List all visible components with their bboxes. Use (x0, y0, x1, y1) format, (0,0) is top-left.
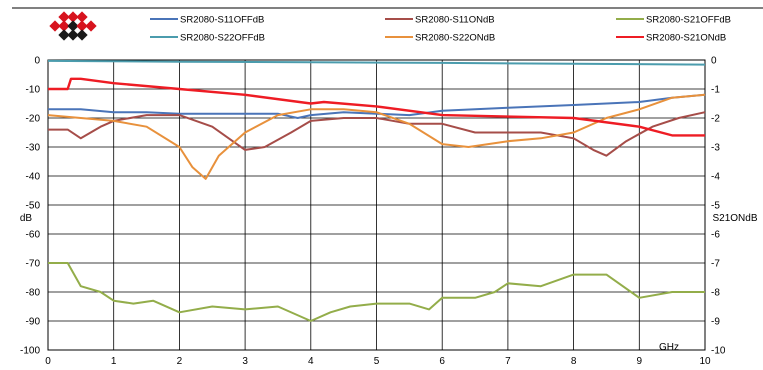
y-left-tick-label: -30 (26, 143, 41, 154)
legend-label: SR2080-S11ONdB (415, 15, 495, 26)
legend-label: SR2080-S21OFFdB (646, 15, 731, 26)
plot-frame (47, 59, 706, 351)
x-tick-labels: 0 1 2 3 4 5 6 7 8 9 10 (45, 356, 711, 367)
series-line-sr2080-s11offdb (48, 93, 706, 119)
legend-item-sr2080-s22ondb: SR2080-S22ONdB (385, 33, 495, 44)
x-unit-label: GHz (659, 342, 679, 353)
plot-border (47, 59, 706, 351)
y-right-tick-label: 0 (711, 56, 717, 67)
y-right-tick-label: -2 (711, 114, 720, 125)
y-left-tick-label: -40 (26, 172, 41, 183)
right-axis-label: S21ONdB (712, 213, 757, 224)
y-left-tick-label: -20 (26, 114, 41, 125)
y-right-tick-label: -7 (711, 259, 720, 270)
x-tick-label: 2 (177, 356, 183, 367)
y-right-tick-label: -6 (711, 230, 720, 241)
y-right-tick-label: -5 (711, 201, 720, 212)
y-right-tick-label: -10 (711, 346, 726, 357)
legend: SR2080-S11OFFdB SR2080-S11ONdB SR2080-S21O… (150, 15, 731, 44)
left-axis-label: dB (20, 213, 33, 224)
y-right-tick-label: -1 (711, 85, 720, 96)
x-tick-label: 7 (505, 356, 511, 367)
legend-label: SR2080-S22OFFdB (180, 33, 265, 44)
legend-item-sr2080-s21ondb: SR2080-S21ONdB (616, 33, 726, 44)
y-left-tick-labels: 0 -10 -20 -30 -40 -50 -60 -70 -80 -90 -100 (20, 56, 40, 357)
legend-item-sr2080-s21offdb: SR2080-S21OFFdB (616, 15, 731, 26)
legend-label: SR2080-S21ONdB (646, 33, 726, 44)
y-left-tick-label: -10 (26, 85, 41, 96)
x-tick-label: 8 (571, 356, 577, 367)
y-left-tick-label: -50 (26, 201, 41, 212)
x-tick-label: 6 (439, 356, 445, 367)
legend-item-sr2080-s11offdb: SR2080-S11OFFdB (150, 15, 264, 26)
y-left-tick-label: -60 (26, 230, 41, 241)
x-tick-label: 1 (111, 356, 117, 367)
series-line-sr2080-s11ondb (48, 111, 706, 157)
legend-item-sr2080-s11ondb: SR2080-S11ONdB (385, 15, 495, 26)
y-right-tick-label: -8 (711, 288, 720, 299)
y-left-tick-label: -90 (26, 317, 41, 328)
series-line-sr2080-s21ondb (48, 77, 705, 137)
y-left-tick-label: -70 (26, 259, 41, 270)
y-right-tick-labels: 0 -1 -2 -3 -4 -5 -6 -7 -8 -9 -10 (711, 56, 726, 357)
x-tick-label: 4 (308, 356, 314, 367)
series-line-sr2080-s22offdb (47, 59, 706, 66)
x-tick-label: 5 (374, 356, 380, 367)
series-layer (47, 59, 706, 322)
y-left-tick-label: 0 (34, 56, 40, 67)
y-left-tick-label: -100 (20, 346, 40, 357)
x-tick-label: 0 (45, 356, 51, 367)
legend-item-sr2080-s22offdb: SR2080-S22OFFdB (150, 33, 265, 44)
x-tick-label: 9 (637, 356, 643, 367)
y-left-tick-label: -80 (26, 288, 41, 299)
x-tick-label: 3 (242, 356, 248, 367)
series-line-sr2080-s22ondb (47, 93, 706, 180)
logo (49, 11, 97, 41)
x-tick-label: 10 (699, 356, 711, 367)
legend-label: SR2080-S22ONdB (415, 33, 495, 44)
y-right-tick-label: -4 (711, 172, 720, 183)
series-line-sr2080-s21offdb (48, 262, 705, 322)
legend-label: SR2080-S11OFFdB (180, 15, 264, 26)
y-right-tick-label: -9 (711, 317, 720, 328)
y-right-tick-label: -3 (711, 143, 720, 154)
